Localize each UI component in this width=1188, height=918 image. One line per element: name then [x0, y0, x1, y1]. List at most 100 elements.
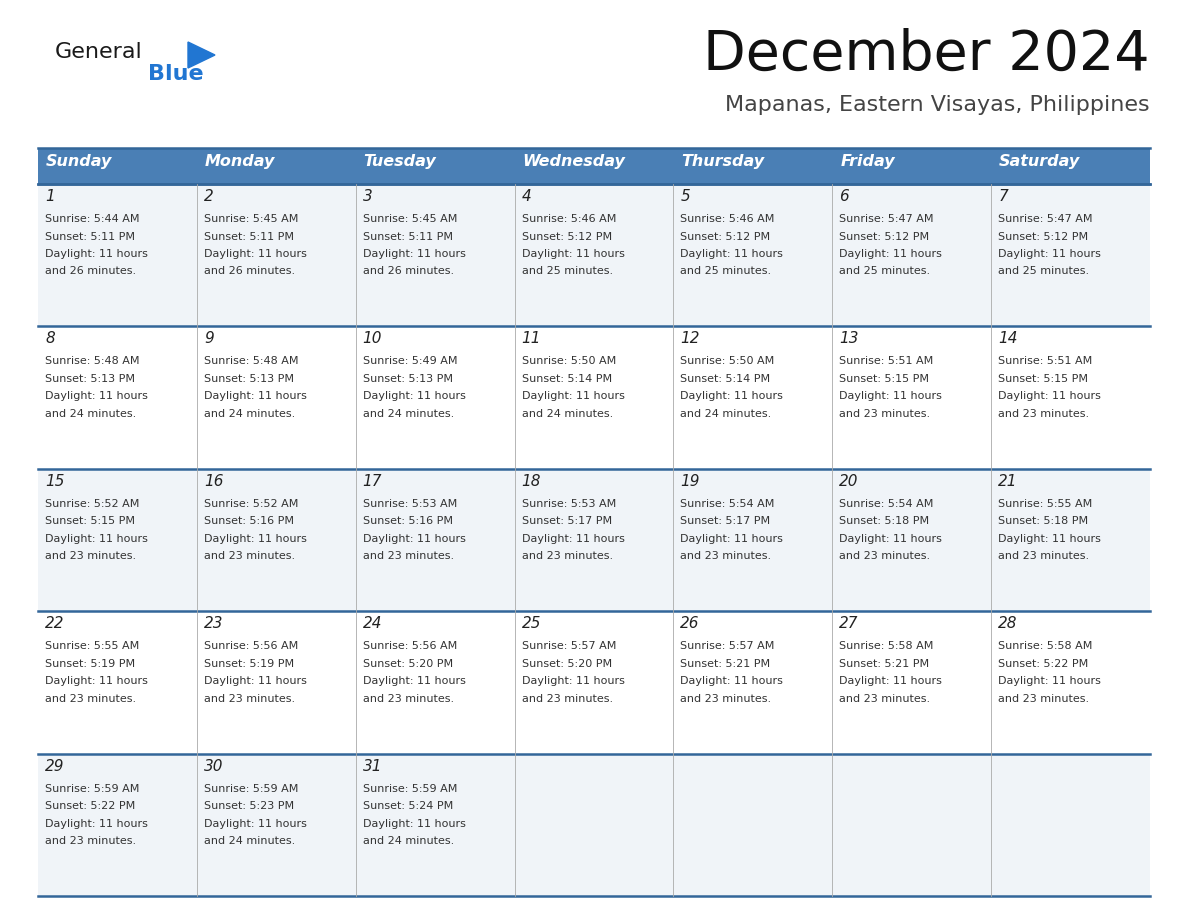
Text: and 25 minutes.: and 25 minutes.: [839, 266, 930, 276]
Text: 10: 10: [362, 331, 383, 346]
Text: and 23 minutes.: and 23 minutes.: [204, 552, 295, 561]
Bar: [833, 327, 991, 469]
Text: Sunset: 5:16 PM: Sunset: 5:16 PM: [204, 516, 293, 526]
Text: Daylight: 11 hours: Daylight: 11 hours: [204, 391, 307, 401]
Text: 13: 13: [839, 331, 859, 346]
Text: and 23 minutes.: and 23 minutes.: [45, 836, 137, 846]
Text: Sunset: 5:19 PM: Sunset: 5:19 PM: [204, 659, 293, 668]
Text: Sunset: 5:21 PM: Sunset: 5:21 PM: [681, 659, 771, 668]
Text: Daylight: 11 hours: Daylight: 11 hours: [522, 677, 625, 686]
Bar: [514, 469, 674, 611]
Text: Sunrise: 5:53 AM: Sunrise: 5:53 AM: [522, 498, 615, 509]
Text: and 24 minutes.: and 24 minutes.: [522, 409, 613, 419]
Text: and 23 minutes.: and 23 minutes.: [362, 552, 454, 561]
Bar: [991, 184, 1150, 327]
Bar: [991, 754, 1150, 896]
Text: and 24 minutes.: and 24 minutes.: [204, 409, 295, 419]
Text: Daylight: 11 hours: Daylight: 11 hours: [522, 249, 625, 259]
Text: Daylight: 11 hours: Daylight: 11 hours: [45, 249, 147, 259]
Text: 17: 17: [362, 474, 383, 488]
Text: Sunrise: 5:56 AM: Sunrise: 5:56 AM: [204, 641, 298, 651]
Bar: [833, 469, 991, 611]
Text: Sunset: 5:11 PM: Sunset: 5:11 PM: [204, 231, 293, 241]
Text: Thursday: Thursday: [682, 154, 765, 169]
Text: Sunset: 5:12 PM: Sunset: 5:12 PM: [998, 231, 1088, 241]
Text: 14: 14: [998, 331, 1018, 346]
Text: Sunrise: 5:51 AM: Sunrise: 5:51 AM: [839, 356, 934, 366]
Text: and 26 minutes.: and 26 minutes.: [45, 266, 137, 276]
Text: Sunset: 5:22 PM: Sunset: 5:22 PM: [998, 659, 1088, 668]
Text: and 24 minutes.: and 24 minutes.: [362, 836, 454, 846]
Text: Sunrise: 5:55 AM: Sunrise: 5:55 AM: [998, 498, 1093, 509]
Text: Daylight: 11 hours: Daylight: 11 hours: [681, 391, 783, 401]
Text: Sunrise: 5:58 AM: Sunrise: 5:58 AM: [839, 641, 934, 651]
Bar: [38, 184, 197, 327]
Text: 26: 26: [681, 616, 700, 632]
Text: December 2024: December 2024: [703, 28, 1150, 82]
Text: Sunrise: 5:44 AM: Sunrise: 5:44 AM: [45, 214, 139, 224]
Bar: [674, 148, 833, 184]
Text: and 23 minutes.: and 23 minutes.: [998, 694, 1089, 704]
Text: Daylight: 11 hours: Daylight: 11 hours: [362, 819, 466, 829]
Text: Sunrise: 5:54 AM: Sunrise: 5:54 AM: [839, 498, 934, 509]
Text: Sunrise: 5:59 AM: Sunrise: 5:59 AM: [45, 784, 139, 793]
Text: 3: 3: [362, 189, 373, 204]
Text: 22: 22: [45, 616, 64, 632]
Text: and 25 minutes.: and 25 minutes.: [998, 266, 1089, 276]
Text: Daylight: 11 hours: Daylight: 11 hours: [204, 819, 307, 829]
Bar: [991, 469, 1150, 611]
Bar: [197, 184, 355, 327]
Text: 24: 24: [362, 616, 383, 632]
Text: Daylight: 11 hours: Daylight: 11 hours: [362, 533, 466, 543]
Text: Daylight: 11 hours: Daylight: 11 hours: [522, 533, 625, 543]
Text: Sunrise: 5:52 AM: Sunrise: 5:52 AM: [45, 498, 139, 509]
Text: Sunset: 5:24 PM: Sunset: 5:24 PM: [362, 801, 453, 812]
Text: Sunset: 5:14 PM: Sunset: 5:14 PM: [681, 374, 771, 384]
Text: Daylight: 11 hours: Daylight: 11 hours: [204, 249, 307, 259]
Text: Daylight: 11 hours: Daylight: 11 hours: [45, 819, 147, 829]
Text: and 23 minutes.: and 23 minutes.: [45, 694, 137, 704]
Text: and 23 minutes.: and 23 minutes.: [839, 694, 930, 704]
Text: Friday: Friday: [840, 154, 895, 169]
Bar: [38, 469, 197, 611]
Text: Saturday: Saturday: [999, 154, 1080, 169]
Text: Sunrise: 5:52 AM: Sunrise: 5:52 AM: [204, 498, 298, 509]
Text: and 23 minutes.: and 23 minutes.: [204, 694, 295, 704]
Text: Sunrise: 5:48 AM: Sunrise: 5:48 AM: [45, 356, 139, 366]
Text: Daylight: 11 hours: Daylight: 11 hours: [362, 677, 466, 686]
Bar: [833, 148, 991, 184]
Text: Sunset: 5:19 PM: Sunset: 5:19 PM: [45, 659, 135, 668]
Text: Sunset: 5:21 PM: Sunset: 5:21 PM: [839, 659, 929, 668]
Text: Sunrise: 5:46 AM: Sunrise: 5:46 AM: [522, 214, 615, 224]
Text: 28: 28: [998, 616, 1018, 632]
Bar: [674, 611, 833, 754]
Text: Sunrise: 5:51 AM: Sunrise: 5:51 AM: [998, 356, 1093, 366]
Text: Tuesday: Tuesday: [364, 154, 436, 169]
Text: Sunset: 5:15 PM: Sunset: 5:15 PM: [998, 374, 1088, 384]
Bar: [991, 327, 1150, 469]
Text: 2: 2: [204, 189, 214, 204]
Text: and 25 minutes.: and 25 minutes.: [681, 266, 771, 276]
Text: Monday: Monday: [204, 154, 276, 169]
Bar: [991, 611, 1150, 754]
Text: and 23 minutes.: and 23 minutes.: [839, 409, 930, 419]
Text: Daylight: 11 hours: Daylight: 11 hours: [45, 533, 147, 543]
Text: Sunrise: 5:49 AM: Sunrise: 5:49 AM: [362, 356, 457, 366]
Text: 1: 1: [45, 189, 55, 204]
Bar: [38, 611, 197, 754]
Text: Sunrise: 5:48 AM: Sunrise: 5:48 AM: [204, 356, 298, 366]
Bar: [514, 754, 674, 896]
Text: 20: 20: [839, 474, 859, 488]
Text: and 24 minutes.: and 24 minutes.: [45, 409, 137, 419]
Text: and 23 minutes.: and 23 minutes.: [839, 552, 930, 561]
Text: Sunrise: 5:50 AM: Sunrise: 5:50 AM: [681, 356, 775, 366]
Bar: [197, 148, 355, 184]
Text: and 26 minutes.: and 26 minutes.: [204, 266, 295, 276]
Text: Sunset: 5:12 PM: Sunset: 5:12 PM: [522, 231, 612, 241]
Text: Sunrise: 5:59 AM: Sunrise: 5:59 AM: [204, 784, 298, 793]
Text: Sunset: 5:11 PM: Sunset: 5:11 PM: [45, 231, 135, 241]
Bar: [197, 327, 355, 469]
Text: 11: 11: [522, 331, 541, 346]
Text: Wednesday: Wednesday: [523, 154, 625, 169]
Bar: [514, 611, 674, 754]
